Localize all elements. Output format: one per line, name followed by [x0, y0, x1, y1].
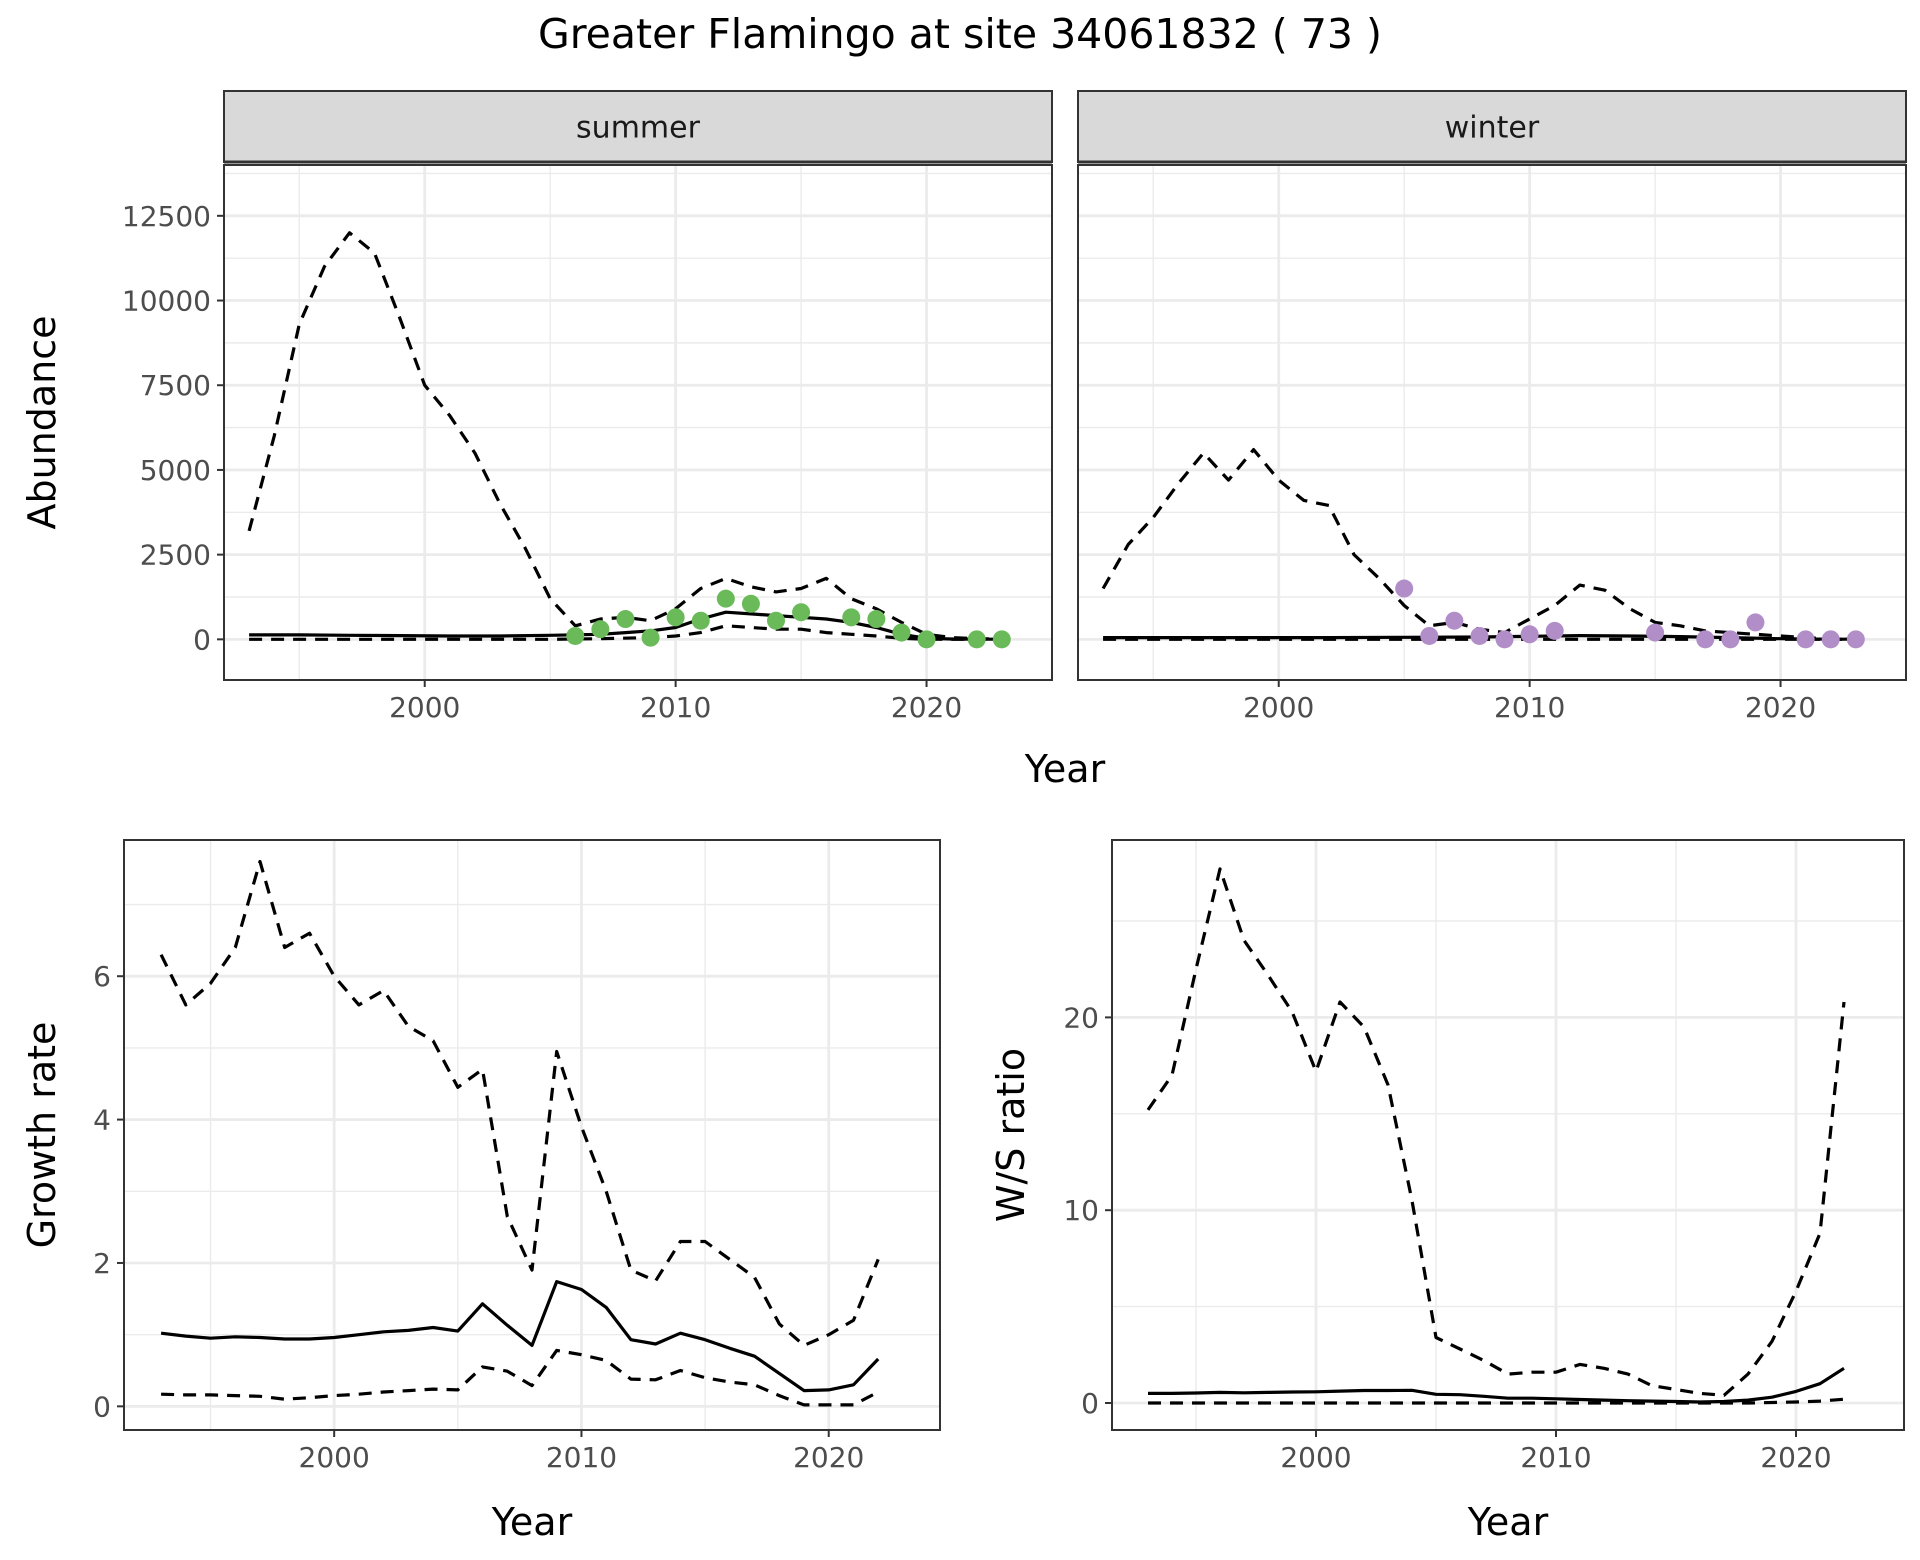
chart-title: Greater Flamingo at site 34061832 ( 73 ) [538, 10, 1382, 58]
data-point-winter [1646, 623, 1665, 642]
series-line-winter-dashed-1 [1101, 448, 1856, 641]
panel-growth: 2000 2010 2020 0 2 4 6 Year Growth rate [20, 839, 941, 1544]
data-point-winter [1420, 626, 1439, 645]
y-axis-label: Abundance [20, 315, 64, 529]
data-point-summer [767, 611, 785, 630]
x-tick-label: 2000 [1280, 1441, 1351, 1474]
y-axis-label: Growth rate [20, 1022, 64, 1249]
series-line-ws-dashed-1 [1146, 867, 1846, 1397]
series-line-summer-dashed-2 [249, 624, 1002, 641]
data-point-winter [1395, 579, 1414, 598]
x-axis-label: Year [491, 1500, 573, 1544]
data-point-summer [591, 620, 610, 639]
y-tick-label: 2 [93, 1247, 111, 1280]
data-point-summer [666, 608, 685, 627]
y-tick-label: 0 [193, 623, 211, 656]
data-point-winter [1545, 621, 1564, 640]
data-point-summer [792, 603, 811, 622]
series-line-growth-dashed-2 [161, 1348, 879, 1407]
panel-winter: winter 2000 2010 2020 [1077, 90, 1907, 724]
strip-label-summer: summer [576, 111, 701, 146]
y-tick-label: 5000 [140, 454, 211, 487]
data-point-summer [566, 626, 585, 645]
data-point-summer [917, 630, 936, 649]
x-axis-label-top: Year [1024, 747, 1106, 791]
y-tick-label: 4 [93, 1104, 111, 1137]
x-tick-label: 2020 [1745, 691, 1816, 724]
y-tick-label: 10000 [122, 285, 211, 318]
data-point-summer [741, 594, 760, 613]
panel-border [1077, 164, 1907, 681]
x-tick-label: 2010 [1494, 691, 1565, 724]
y-tick-label: 10 [1063, 1194, 1099, 1227]
data-point-summer [691, 611, 710, 630]
x-tick-label: 2000 [389, 691, 460, 724]
data-point-winter [1846, 630, 1865, 649]
strip-label-winter: winter [1445, 111, 1540, 146]
y-tick-label: 7500 [140, 369, 211, 402]
x-tick-label: 2000 [1243, 691, 1314, 724]
panel-summer: summer 2000 2010 2020 0 2500 5000 7500 10000 1250… [20, 90, 1053, 724]
data-point-summer [967, 630, 986, 649]
data-point-winter [1495, 630, 1514, 649]
data-point-summer [716, 589, 735, 608]
y-tick-label: 0 [93, 1390, 111, 1423]
data-point-winter [1721, 630, 1740, 649]
x-tick-label: 2000 [299, 1441, 370, 1474]
y-tick-label: 0 [1081, 1387, 1099, 1420]
data-point-summer [616, 610, 635, 629]
y-tick-label: 6 [93, 960, 111, 993]
data-point-winter [1696, 630, 1715, 649]
panel-border [223, 164, 1053, 681]
data-point-winter [1796, 630, 1815, 649]
series-line-ws-solid-0 [1148, 1366, 1845, 1404]
data-point-winter [1520, 625, 1539, 644]
x-tick-label: 2010 [1520, 1441, 1591, 1474]
x-tick-label: 2020 [891, 691, 962, 724]
y-tick-label: 20 [1063, 1001, 1099, 1034]
data-point-winter [1445, 611, 1464, 630]
y-axis-label: W/S ratio [989, 1048, 1033, 1222]
x-tick-label: 2020 [1760, 1441, 1831, 1474]
series-line-summer-dashed-1 [247, 231, 1002, 641]
data-point-winter [1746, 613, 1765, 632]
data-point-summer [992, 630, 1011, 649]
x-axis-label: Year [1467, 1500, 1549, 1544]
series-line-growth-dashed-1 [159, 859, 880, 1347]
data-point-summer [842, 608, 861, 627]
data-point-summer [892, 623, 911, 642]
y-tick-label: 2500 [140, 539, 211, 572]
series-line-ws-dashed-2 [1148, 1397, 1845, 1405]
panel-border [123, 839, 941, 1431]
data-point-winter [1470, 626, 1489, 645]
facet-strip [223, 90, 1053, 163]
x-tick-label: 2010 [546, 1441, 617, 1474]
data-point-summer [867, 610, 886, 629]
y-tick-label: 12500 [122, 200, 211, 233]
panel-border [1111, 839, 1905, 1431]
x-tick-label: 2020 [793, 1441, 864, 1474]
panel-ws: 2000 2010 2020 0 10 20 Year W/S ratio [989, 839, 1905, 1544]
series-line-growth-solid-0 [160, 1280, 880, 1393]
x-tick-label: 2010 [640, 691, 711, 724]
data-point-winter [1821, 630, 1840, 649]
data-point-summer [641, 628, 660, 647]
